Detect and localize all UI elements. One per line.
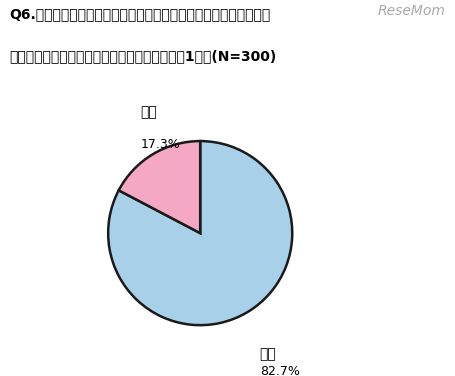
Text: 成しますか、または反対しますか。（お答えは1つ）(N=300): 成しますか、または反対しますか。（お答えは1つ）(N=300)	[9, 49, 276, 63]
Wedge shape	[119, 141, 200, 233]
Wedge shape	[108, 141, 292, 325]
Text: Q6.法令での自転車保険加入の強制化があるとすれば、あなたは賛: Q6.法令での自転車保険加入の強制化があるとすれば、あなたは賛	[9, 8, 270, 21]
Text: 82.7%: 82.7%	[260, 365, 300, 376]
Text: 17.3%: 17.3%	[141, 138, 180, 151]
Text: ReseMom: ReseMom	[378, 4, 446, 18]
Text: 反対: 反対	[141, 105, 157, 120]
Text: 賛成: 賛成	[260, 347, 277, 361]
